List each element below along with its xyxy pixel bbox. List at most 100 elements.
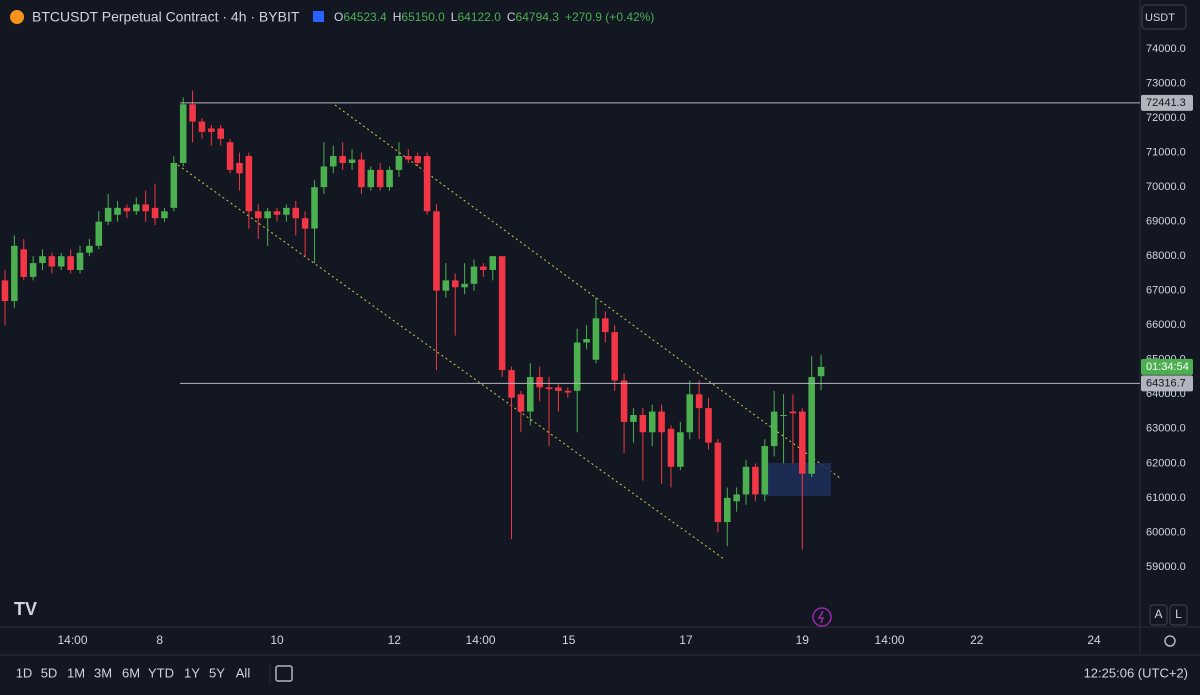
- range-button[interactable]: 5Y: [209, 665, 225, 680]
- ohlc-value: 64122.0: [457, 10, 501, 24]
- symbol-icon: [10, 10, 24, 24]
- candle-body: [555, 387, 562, 391]
- candle-body: [114, 207, 121, 215]
- ohlc-key: H: [393, 10, 402, 24]
- candle-body: [611, 332, 618, 381]
- scale-button[interactable]: [1169, 604, 1188, 626]
- candle-body: [630, 415, 637, 422]
- candle-body: [170, 162, 178, 208]
- candle-body: [442, 280, 450, 291]
- range-button[interactable]: YTD: [148, 665, 174, 680]
- candle-body: [29, 263, 37, 277]
- range-button[interactable]: All: [236, 665, 251, 680]
- candle-body: [545, 387, 553, 390]
- range-button[interactable]: 1Y: [184, 665, 200, 680]
- price-line-tag: [1141, 375, 1193, 392]
- range-button[interactable]: 1D: [16, 665, 33, 680]
- candle-body: [254, 211, 262, 219]
- y-tick-label: 74000.0: [1146, 43, 1186, 55]
- candle-body: [358, 159, 365, 188]
- range-button[interactable]: 6M: [122, 665, 140, 680]
- y-tick-label: 69000.0: [1146, 216, 1186, 228]
- candle-body: [770, 411, 778, 447]
- candle-body: [789, 411, 797, 414]
- x-tick-label: 24: [1087, 633, 1101, 647]
- candle-body: [151, 207, 159, 219]
- currency-button[interactable]: [1141, 4, 1187, 30]
- x-tick-label: 14:00: [57, 633, 87, 647]
- candle-body: [686, 394, 694, 433]
- scale-button[interactable]: [1149, 604, 1168, 626]
- candle-body: [283, 207, 290, 215]
- candle-body: [714, 442, 722, 523]
- candle-body: [86, 245, 93, 253]
- y-tick-label: 59000.0: [1146, 561, 1186, 573]
- candle-body: [57, 256, 65, 267]
- scale-button-label[interactable]: L: [1175, 607, 1182, 621]
- zone-box: [764, 463, 831, 496]
- x-tick-label: 22: [970, 633, 984, 647]
- candle-body: [526, 377, 534, 412]
- candle-body: [461, 283, 468, 288]
- calendar-icon[interactable]: [275, 665, 293, 682]
- alert-icon[interactable]: [812, 607, 832, 627]
- ohlc-change: +270.9 (+0.42%): [565, 10, 654, 24]
- candle-body: [752, 466, 759, 495]
- scale-button-label[interactable]: A: [1154, 607, 1162, 621]
- settings-icon[interactable]: [1164, 635, 1176, 647]
- candle-body: [133, 204, 140, 212]
- candle-body: [76, 252, 84, 270]
- candle-body: [498, 256, 506, 371]
- price-line-label: 72441.3: [1146, 97, 1186, 109]
- candle-body: [264, 211, 271, 219]
- range-button[interactable]: 3M: [94, 665, 112, 680]
- ohlc-key: O: [334, 10, 343, 24]
- candle-body: [189, 104, 196, 122]
- candle-body: [451, 280, 459, 288]
- range-button[interactable]: 5D: [41, 665, 58, 680]
- candle-body: [348, 159, 356, 163]
- logo: TV: [14, 599, 37, 619]
- candle-body: [705, 408, 712, 443]
- bolt: [817, 610, 825, 624]
- candle-body: [489, 256, 497, 270]
- candle-body: [292, 207, 300, 219]
- x-tick-label: 15: [562, 633, 576, 647]
- candle-body: [799, 411, 806, 474]
- candle-body: [386, 169, 393, 188]
- ohlc-key: C: [507, 10, 516, 24]
- candle-body: [536, 377, 543, 388]
- candle-body: [339, 156, 346, 163]
- candle-body: [470, 266, 478, 284]
- candle-body: [648, 411, 656, 433]
- ohlc-legend: O64523.4 H65150.0 L64122.0 C64794.3 +270.9 (…: [334, 10, 654, 24]
- x-tick-label: 10: [270, 633, 284, 647]
- candle-body: [405, 156, 412, 160]
- x-tick-label: 12: [388, 633, 402, 647]
- y-tick-label: 62000.0: [1146, 457, 1186, 469]
- candle-body: [67, 256, 74, 270]
- ohlc-value: 65150.0: [401, 10, 445, 24]
- flag-icon[interactable]: [313, 11, 324, 22]
- x-tick-label: 8: [156, 633, 163, 647]
- candle-body: [311, 187, 318, 229]
- y-tick-label: 63000.0: [1146, 423, 1186, 435]
- ohlc-value: 64794.3: [516, 10, 560, 24]
- candle-body: [1, 280, 9, 302]
- candle-body: [236, 162, 243, 174]
- ohlc-key: L: [451, 10, 458, 24]
- candle-body: [123, 207, 131, 212]
- y-tick-label: 60000.0: [1146, 526, 1186, 538]
- candle-body: [761, 446, 769, 495]
- ohlc-value: 64523.4: [343, 10, 387, 24]
- x-tick-label: 14:00: [875, 633, 905, 647]
- candle-body: [179, 104, 187, 163]
- price-line-tag: [1141, 94, 1193, 111]
- range-button[interactable]: 1M: [67, 665, 85, 680]
- currency-label[interactable]: USDT: [1145, 12, 1175, 24]
- candle-body: [742, 466, 750, 495]
- candle-body: [39, 256, 46, 264]
- candle-body: [620, 380, 628, 422]
